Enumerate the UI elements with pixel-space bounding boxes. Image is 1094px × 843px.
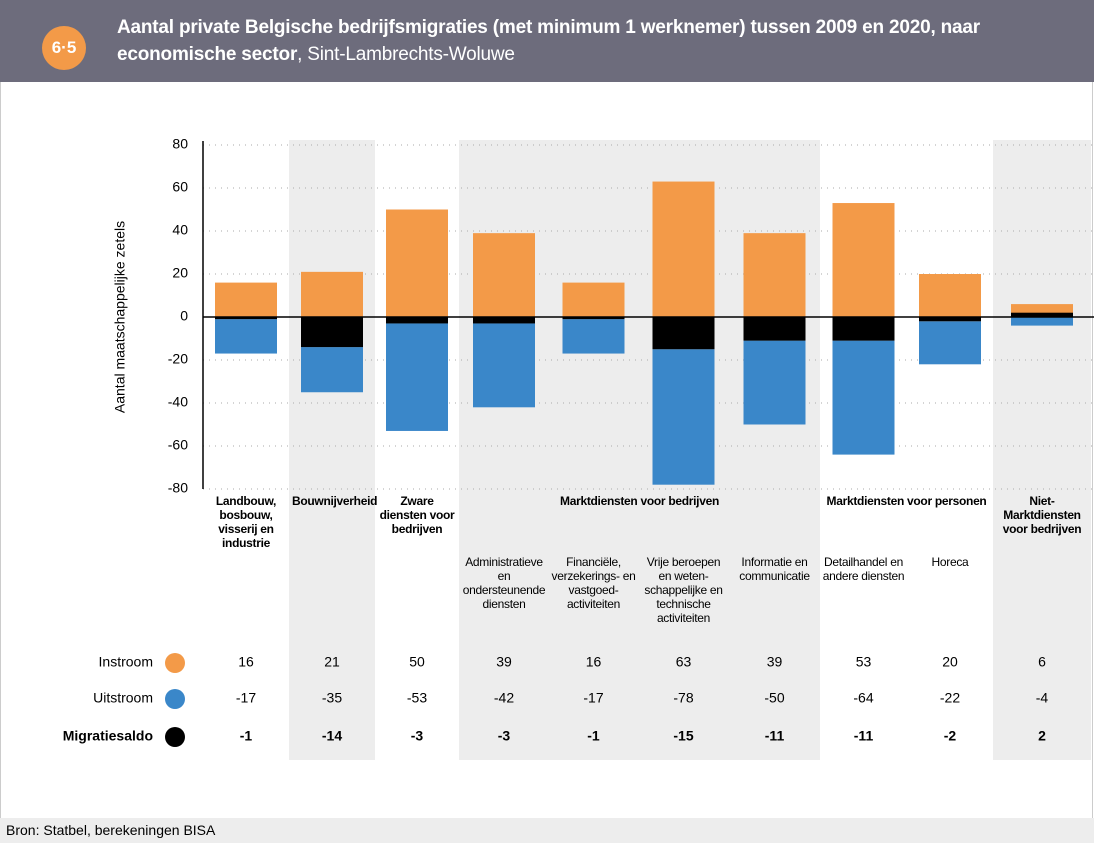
- group-shade: [289, 140, 375, 760]
- subcategory-label: Informatie en communicatie: [739, 555, 810, 583]
- table-value: -42: [494, 690, 514, 706]
- bar: [832, 203, 895, 317]
- bar: [652, 317, 715, 350]
- table-value: -14: [322, 728, 342, 744]
- subtitle: , Sint-Lambrechts-Woluwe: [297, 44, 515, 65]
- table-value: 2: [1038, 728, 1046, 744]
- bar: [743, 233, 806, 317]
- legend-label: Uitstroom: [93, 690, 153, 706]
- bar: [919, 274, 981, 317]
- table-value: 50: [409, 654, 425, 670]
- y-axis-label: Aantal maatschappelijke zetels: [112, 221, 128, 413]
- bar: [743, 317, 806, 341]
- table-value: -78: [673, 690, 693, 706]
- legend-label: Migratiesaldo: [63, 728, 153, 744]
- source: Bron: Statbel, berekeningen BISA: [0, 818, 1094, 843]
- bar: [215, 317, 277, 320]
- table-value: -53: [407, 690, 427, 706]
- group-label: Marktdiensten voor personen: [826, 494, 987, 508]
- subcategory-label: Vrije beroepen en weten-schappelijke en …: [644, 555, 723, 625]
- group-shade: [993, 140, 1091, 760]
- bar: [832, 317, 895, 341]
- table-value: -11: [765, 728, 785, 744]
- bar: [1011, 317, 1073, 326]
- table-value: -11: [854, 728, 874, 744]
- table-value: -22: [940, 690, 960, 706]
- header: 6·5 Aantal private Belgische bedrijfsmig…: [0, 0, 1094, 82]
- bar: [301, 317, 363, 348]
- table-value: 53: [856, 654, 872, 670]
- group-label: Niet-Marktdiensten voor bedrijven: [1002, 494, 1082, 536]
- bar: [386, 209, 448, 317]
- bar: [743, 340, 806, 425]
- legend-swatch: [165, 689, 185, 709]
- table-value: -1: [240, 728, 253, 744]
- chart-title: Aantal private Belgische bedrijfsmigrati…: [117, 17, 980, 65]
- table-value: -64: [853, 690, 873, 706]
- table-value: -17: [583, 690, 603, 706]
- table-value: 39: [496, 654, 512, 670]
- frame: [0, 82, 1093, 818]
- bar: [652, 181, 715, 317]
- bar: [919, 321, 981, 365]
- table-value: 20: [942, 654, 958, 670]
- legend-swatch: [165, 653, 185, 673]
- table-value: 39: [767, 654, 783, 670]
- bar: [832, 340, 895, 455]
- bar: [652, 349, 715, 485]
- y-tick-label: -80: [168, 480, 188, 496]
- bar: [386, 317, 448, 324]
- bar: [562, 319, 625, 354]
- y-tick-label: -60: [168, 437, 188, 453]
- table-value: -1: [587, 728, 600, 744]
- badge: 6·5: [42, 26, 86, 70]
- subcategory-label: Financiële, verzekerings- en vastgoed-ac…: [551, 555, 636, 611]
- table-value: 63: [676, 654, 692, 670]
- bar: [919, 317, 981, 322]
- table-value: 16: [586, 654, 602, 670]
- bar: [473, 323, 535, 408]
- table-value: -3: [498, 728, 511, 744]
- subcategory-label: Detailhandel en andere diensten: [822, 555, 905, 583]
- y-tick-label: 20: [172, 265, 188, 281]
- legend-swatch: [165, 727, 185, 747]
- table-value: -17: [236, 690, 256, 706]
- title: Aantal private Belgische bedrijfsmigrati…: [117, 14, 1092, 68]
- y-tick-label: 40: [172, 222, 188, 238]
- bar: [215, 282, 277, 317]
- y-tick-label: 60: [172, 179, 188, 195]
- bar: [473, 233, 535, 317]
- y-tick-label: -40: [168, 394, 188, 410]
- group-label: Bouwnijverheid: [292, 494, 378, 508]
- group-label: Zware diensten voor bedrijven: [379, 494, 455, 536]
- group-label: Landbouw, bosbouw, visserij en industrie: [215, 494, 277, 550]
- legend-label: Instroom: [99, 654, 153, 670]
- bar: [301, 347, 363, 393]
- table-value: 21: [324, 654, 340, 670]
- y-tick-label: -20: [168, 351, 188, 367]
- table-value: -3: [411, 728, 424, 744]
- table-value: -35: [322, 690, 342, 706]
- bar: [386, 323, 448, 431]
- bar: [215, 319, 277, 354]
- bar: [1011, 312, 1073, 317]
- subcategory-label: Administratieve en ondersteunende dienst…: [462, 555, 546, 611]
- group-label: Marktdiensten voor bedrijven: [560, 494, 719, 508]
- subcategory-label: Horeca: [931, 555, 969, 569]
- bar: [473, 317, 535, 324]
- y-tick-label: 0: [180, 308, 188, 324]
- bar: [562, 282, 625, 317]
- table-value: -2: [944, 728, 957, 744]
- table-value: 16: [238, 654, 254, 670]
- y-tick-label: 80: [172, 136, 188, 152]
- table-value: 6: [1038, 654, 1046, 670]
- bar: [301, 271, 363, 317]
- table-value: -15: [673, 728, 693, 744]
- table-value: -50: [764, 690, 784, 706]
- bar: [562, 317, 625, 320]
- table-value: -4: [1036, 690, 1049, 706]
